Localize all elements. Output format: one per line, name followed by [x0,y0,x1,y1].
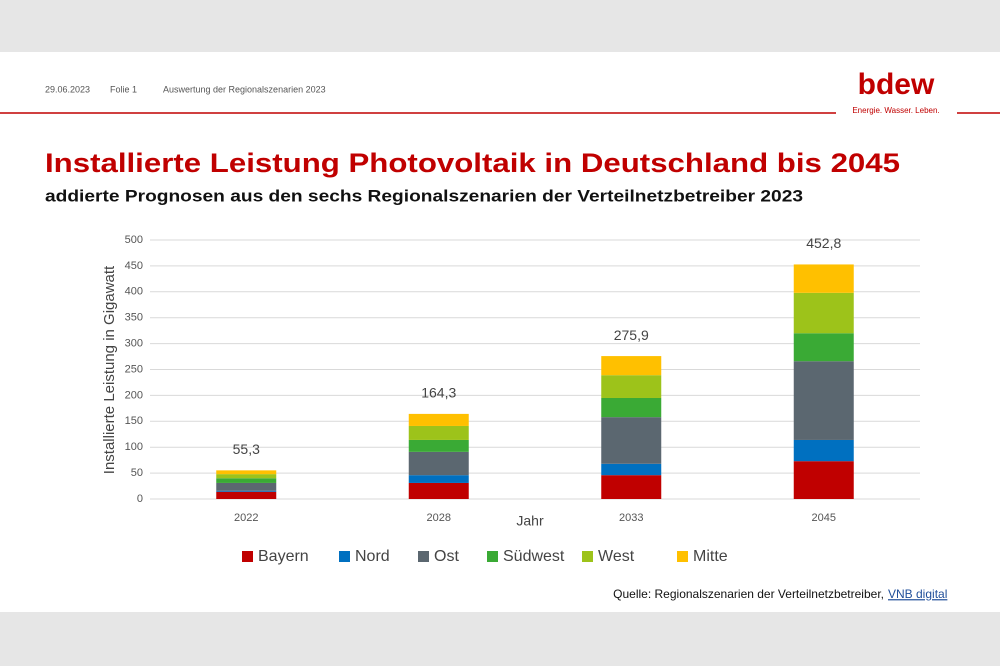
legend-label: Nord [355,548,390,565]
legend-label: Mitte [693,548,728,565]
bar-segment [408,425,469,440]
y-tick-label: 300 [125,338,143,350]
legend-swatch [582,551,593,562]
bar-segment [216,491,277,499]
x-tick-label: 2033 [619,512,643,524]
bar-segment [793,292,854,334]
bar-segment [793,439,854,462]
x-axis-label: Jahr [516,513,544,529]
legend-swatch [418,551,429,562]
legend-label: Südwest [503,548,565,565]
logo: bdew [858,68,935,101]
bar-segment [216,478,277,483]
header-date: 29.06.2023 [45,84,90,94]
bar-segment [793,361,854,440]
x-tick-label: 2045 [812,512,836,524]
total-label: 275,9 [614,327,649,343]
bar-segment [408,475,469,483]
bar-segment [408,482,469,499]
y-tick-label: 0 [137,493,143,505]
x-tick-label: 2022 [234,512,258,524]
legend-swatch [339,551,350,562]
logo-tagline: Energie. Wasser. Leben. [852,106,939,115]
total-label: 452,8 [806,235,841,251]
source-link[interactable]: VNB digital [888,587,947,601]
y-tick-label: 350 [125,312,143,324]
bar-segment [601,397,662,418]
legend-label: Ost [434,548,459,565]
bar-segment [216,474,277,479]
legend-label: Bayern [258,548,309,565]
bar-segment [793,333,854,362]
y-tick-label: 200 [125,389,143,401]
y-tick-label: 150 [125,415,143,427]
bar-segment [601,417,662,464]
bar-segment [408,439,469,452]
y-tick-label: 100 [125,441,143,453]
y-tick-label: 450 [125,260,143,272]
legend-swatch [677,551,688,562]
bar-segment [216,490,277,492]
header-subject: Auswertung der Regionalszenarien 2023 [163,84,326,94]
bar-segment [408,451,469,476]
legend-swatch [242,551,253,562]
y-tick-label: 250 [125,363,143,375]
bar-segment [601,356,662,376]
y-tick-label: 500 [125,234,143,246]
bar-segment [601,463,662,476]
bar-segment [216,470,277,475]
bar-segment [793,461,854,499]
chart-subtitle: addierte Prognosen aus den sechs Regiona… [45,186,803,205]
header-slide: Folie 1 [110,84,137,94]
bar-segment [601,375,662,398]
bar-segment [408,413,469,426]
total-label: 55,3 [233,441,260,457]
bar-segment [793,264,854,293]
y-axis-label: Installierte Leistung in Gigawatt [101,265,118,474]
legend-label: West [598,548,635,565]
top-band [0,0,1000,52]
legend-swatch [487,551,498,562]
y-tick-label: 400 [125,286,143,298]
bar-segment [601,475,662,499]
bar-segment [216,482,277,491]
chart-title: Installierte Leistung Photovoltaik in De… [45,148,900,178]
x-tick-label: 2028 [427,512,451,524]
bottom-band [0,612,1000,666]
source-text: Quelle: Regionalszenarien der Verteilnet… [613,587,884,601]
y-tick-label: 50 [131,467,143,479]
total-label: 164,3 [421,385,456,401]
